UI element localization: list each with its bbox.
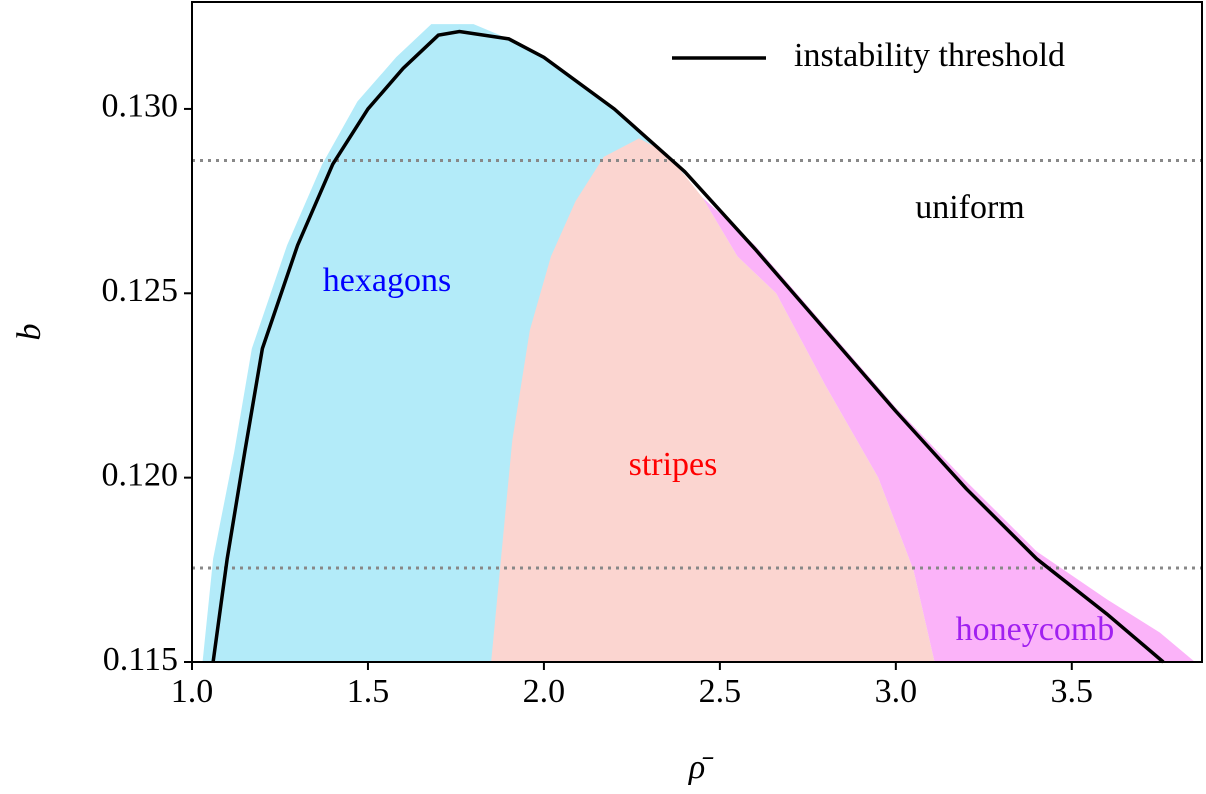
annotation: uniform bbox=[915, 189, 1025, 226]
legend-label: instability threshold bbox=[794, 37, 1065, 74]
x-tick-label: 3.0 bbox=[875, 673, 918, 710]
x-axis-label: ρ̄ bbox=[688, 749, 714, 786]
region-label: honeycomb bbox=[956, 611, 1115, 648]
x-tick-label: 2.0 bbox=[523, 673, 566, 710]
plot-frame bbox=[191, 1, 1203, 663]
y-axis-label: b bbox=[11, 324, 48, 341]
y-tick-label: 0.130 bbox=[102, 88, 179, 125]
x-tick-label: 3.5 bbox=[1051, 673, 1094, 710]
x-tick-label: 1.0 bbox=[171, 673, 214, 710]
y-tick-label: 0.120 bbox=[102, 456, 179, 493]
region-label: hexagons bbox=[323, 262, 451, 299]
region bbox=[491, 138, 935, 663]
y-tick-label: 0.115 bbox=[103, 641, 178, 678]
x-tick-label: 2.5 bbox=[699, 673, 742, 710]
x-tick-label: 1.5 bbox=[347, 673, 390, 710]
y-tick-label: 0.125 bbox=[102, 272, 179, 309]
region-label: stripes bbox=[629, 446, 718, 483]
threshold-line bbox=[211, 29, 1165, 664]
